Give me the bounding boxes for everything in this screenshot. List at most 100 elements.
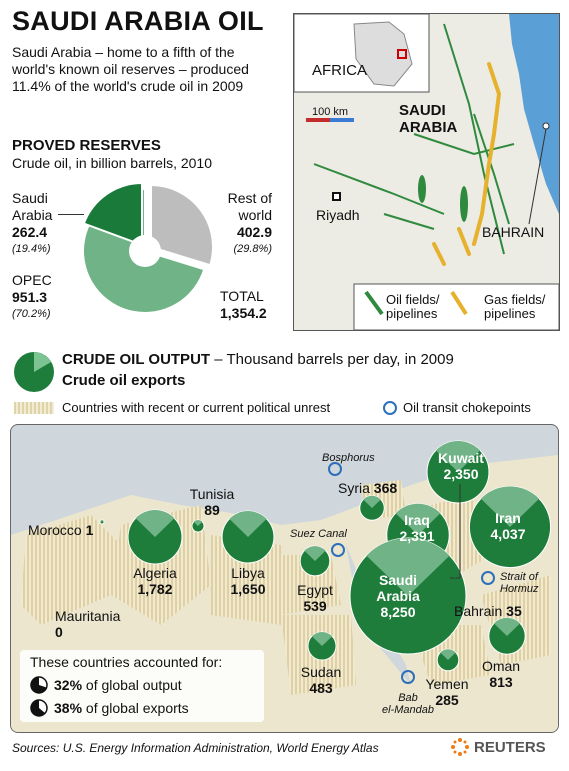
morocco-value: 1 (85, 522, 94, 538)
gas-fields (432, 62, 502, 266)
saudi-name-1: Saudi (12, 190, 48, 206)
chokepoint-legend-icon (383, 401, 397, 415)
hormuz-line1: Strait of (500, 571, 538, 583)
oil-legend-2: pipelines (386, 306, 438, 321)
tunisia-name: Tunisia (189, 486, 235, 502)
libya-label: Libya 1,650 (218, 565, 278, 597)
oil-field-a (418, 175, 426, 203)
egypt-name: Egypt (297, 582, 333, 598)
inset-map-graphic (294, 14, 559, 330)
oil-field-b (460, 186, 468, 222)
algeria-value: 1,782 (137, 581, 173, 597)
egypt-label: Egypt 539 (290, 582, 340, 614)
syria-name: Syria (338, 480, 370, 496)
chokepoint-legend-text: Oil transit chokepoints (403, 400, 531, 415)
opec-pct: (70.2%) (12, 308, 51, 320)
locator-highlight (397, 49, 407, 59)
pie-slice-saudi (82, 181, 143, 247)
bab-chokepoint (401, 670, 415, 684)
inset-saudi-line1: SAUDI (399, 102, 446, 119)
bahrain-value: 35 (506, 603, 522, 619)
inset-legend-oil: Oil fields/ pipelines (386, 293, 439, 321)
output-legend-icon (14, 352, 54, 392)
morocco-name: Morocco (28, 522, 82, 538)
bosphorus-chokepoint (328, 462, 342, 476)
gas-legend-2: pipelines (484, 306, 536, 321)
output-legend-sub: – Thousand barrels per day, in 2009 (210, 351, 454, 368)
sudan-label: Sudan 483 (296, 664, 346, 696)
inset-riyadh-label: Riyadh (316, 207, 360, 223)
inset-africa-label: AFRICA (312, 62, 368, 79)
output-legend-title: CRUDE OIL OUTPUT (62, 351, 211, 368)
gas-legend-1: Gas fields/ (484, 292, 546, 307)
land-area (294, 94, 559, 330)
reuters-logo-icon (450, 737, 470, 757)
riyadh-marker (332, 192, 341, 201)
page-title: SAUDI ARABIA OIL (12, 6, 264, 36)
share-box: These countries accounted for: 32% of gl… (20, 650, 264, 722)
hormuz-line2: Hormuz (500, 583, 539, 595)
kuwait-label: Kuwait 2,350 (429, 450, 493, 482)
rest-pct: (29.8%) (233, 243, 272, 255)
bahrain-leader (528, 128, 547, 225)
bosphorus-label: Bosphorus (322, 452, 375, 464)
saudi-name-b: Arabia (376, 588, 420, 604)
bab-line2: el-Mandab (382, 704, 434, 716)
tunisia-value: 89 (204, 502, 220, 518)
unrest-legend-swatch (14, 402, 54, 414)
gas-legend-icon (450, 290, 468, 316)
suez-chokepoint (331, 543, 345, 557)
pie-slice-rest (150, 183, 214, 267)
inset-scale-label: 100 km (312, 106, 349, 118)
inset-saudi-line2: ARABIA (399, 119, 458, 136)
pie-label-total: TOTAL 1,354.2 (220, 288, 267, 322)
rest-name-2: world (238, 207, 272, 223)
intro-text: Saudi Arabia – home to a fifth of the wo… (12, 44, 249, 94)
algeria-exports-wedge (135, 510, 175, 537)
bab-label: Bab el-Mandab (382, 692, 434, 716)
inset-saudi-label: SAUDI ARABIA (399, 102, 457, 136)
mauritania-name: Mauritania (55, 608, 121, 624)
reserves-pie-chart (82, 181, 214, 314)
gulf-water (509, 14, 559, 214)
kuwait-name: Kuwait (438, 450, 484, 466)
yemen-exports-wedge (440, 649, 456, 660)
algeria-name: Algeria (133, 565, 177, 581)
iran-exports-wedge (480, 486, 540, 527)
total-label: TOTAL (220, 288, 264, 304)
libya-exports-wedge (229, 511, 267, 537)
iraq-exports-wedge (395, 503, 441, 535)
oman-label: Oman 813 (476, 658, 526, 690)
morocco-exports-wedge (100, 520, 104, 522)
iraq-value: 2,391 (399, 528, 435, 544)
mauritania-value: 0 (55, 624, 63, 640)
bahrain-name: Bahrain (454, 603, 503, 619)
output-share-pct: 32% (54, 677, 83, 693)
sudan-value: 483 (309, 680, 333, 696)
saudi-arabia-label: Saudi Arabia 8,250 (366, 572, 430, 620)
oil-legend-icon (364, 290, 384, 316)
oil-legend-1: Oil fields/ (386, 292, 440, 307)
output-share-desc: of global output (85, 677, 182, 693)
opec-value: 951.3 (12, 289, 48, 305)
saudi-name-a: Saudi (378, 572, 418, 588)
pie-label-opec: OPEC 951.3 (70.2%) (12, 272, 52, 323)
output-legend-text: CRUDE OIL OUTPUT – Thousand barrels per … (62, 351, 454, 368)
scale-bar-red (306, 118, 330, 122)
exports-legend-wedge (34, 352, 51, 372)
exports-share-text: 38% of global exports (54, 700, 189, 716)
reserves-subheading: Crude oil, in billion barrels, 2010 (12, 155, 212, 171)
inset-legend-box (353, 283, 559, 330)
algeria-label: Algeria 1,782 (125, 565, 185, 597)
hormuz-chokepoint (481, 571, 495, 585)
saudi-leader-line (58, 214, 84, 215)
pie-center-hole (129, 235, 161, 267)
share-title: These countries accounted for: (30, 654, 223, 670)
bahrain-marker (542, 122, 550, 130)
inset-legend-gas: Gas fields/ pipelines (484, 293, 545, 321)
libya-name: Libya (231, 565, 265, 581)
kuwait-exports-wedge (435, 441, 481, 472)
reuters-brand: REUTERS (474, 739, 546, 756)
morocco-label: Morocco 1 (28, 522, 93, 538)
yemen-name: Yemen (425, 676, 469, 692)
